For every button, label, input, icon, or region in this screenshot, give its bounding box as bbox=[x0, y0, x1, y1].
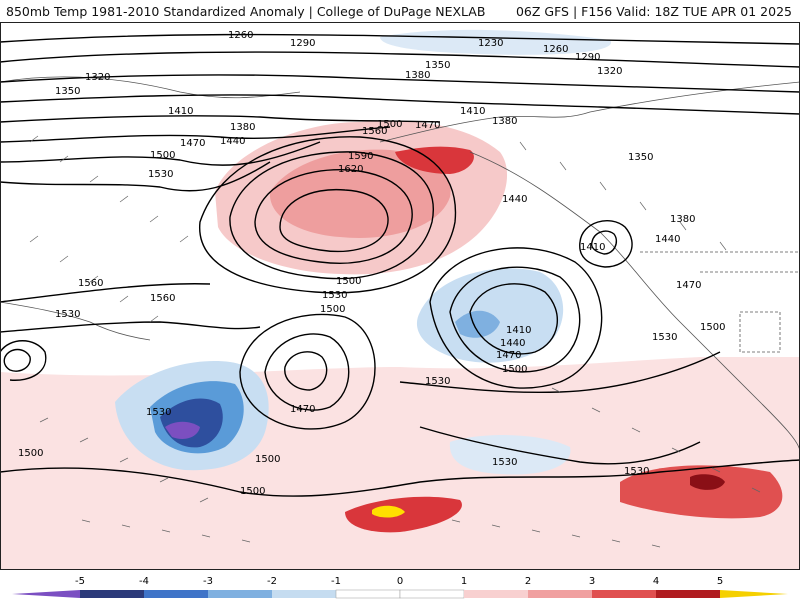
contour-label: 1560 bbox=[150, 293, 175, 304]
contour-label: 1470 bbox=[676, 280, 701, 291]
legend-swatch bbox=[12, 590, 80, 598]
contour-label: 1500 bbox=[240, 486, 265, 497]
map-title: 850mb Temp 1981-2010 Standardized Anomal… bbox=[6, 4, 486, 19]
contour-label: 1410 bbox=[580, 242, 605, 253]
contour-label: 1380 bbox=[230, 122, 255, 133]
legend-tick: -5 bbox=[75, 576, 85, 587]
cold-anomaly-west-darkest bbox=[165, 421, 200, 439]
contour-label: 1410 bbox=[460, 106, 485, 117]
legend-tick: -1 bbox=[331, 576, 341, 587]
legend-swatch bbox=[335, 589, 401, 599]
contour-label: 1530 bbox=[146, 407, 171, 418]
contour-label: 1290 bbox=[575, 52, 600, 63]
contour-label: 1500 bbox=[377, 119, 402, 130]
warm-anomaly-south-core bbox=[372, 505, 405, 518]
legend-swatch bbox=[464, 590, 528, 598]
wind-barbs bbox=[29, 135, 761, 548]
legend-tick: -3 bbox=[203, 576, 213, 587]
warm-anomaly-east bbox=[620, 465, 783, 519]
contour-label: 1470 bbox=[415, 120, 440, 131]
legend-tick-labels: -5 -4 -3 -2 -1 0 1 2 3 4 5 bbox=[75, 576, 723, 587]
model-run-info: 06Z GFS | F156 Valid: 18Z TUE APR 01 202… bbox=[515, 4, 792, 19]
contour-labels: 1260 1290 1230 1260 1290 1320 1350 1380 … bbox=[18, 30, 725, 497]
legend-color-bar bbox=[12, 589, 788, 599]
contour-label: 1410 bbox=[506, 325, 531, 336]
contour-label: 1440 bbox=[500, 338, 525, 349]
color-scale-legend: -5 -4 -3 -2 -1 0 1 2 3 4 5 bbox=[12, 576, 788, 599]
height-contours bbox=[0, 33, 800, 497]
legend-tick: 3 bbox=[589, 576, 595, 587]
coastlines bbox=[0, 76, 800, 453]
legend-swatch bbox=[399, 589, 465, 599]
legend-swatch bbox=[528, 590, 592, 598]
map-header: 850mb Temp 1981-2010 Standardized Anomal… bbox=[0, 0, 800, 22]
contour-label: 1500 bbox=[320, 304, 345, 315]
contour-label: 1530 bbox=[148, 169, 173, 180]
contour-label: 1470 bbox=[290, 404, 315, 415]
contour-label: 1380 bbox=[405, 70, 430, 81]
contour-label: 1560 bbox=[78, 278, 103, 289]
contour-label: 1380 bbox=[492, 116, 517, 127]
anomaly-shading bbox=[0, 29, 800, 570]
contour-label: 1500 bbox=[336, 276, 361, 287]
legend-tick: 0 bbox=[397, 576, 403, 587]
contour-label: 1500 bbox=[150, 150, 175, 161]
legend-swatch bbox=[720, 590, 788, 598]
contour-label: 1470 bbox=[496, 350, 521, 361]
contour-label: 1470 bbox=[180, 138, 205, 149]
contour-label: 1410 bbox=[168, 106, 193, 117]
contour-label: 1620 bbox=[338, 164, 363, 175]
legend-tick: 2 bbox=[525, 576, 531, 587]
legend-swatch bbox=[80, 590, 144, 598]
legend-swatch bbox=[208, 590, 272, 598]
contour-label: 1290 bbox=[290, 38, 315, 49]
contour-label: 1530 bbox=[55, 309, 80, 320]
warm-anomaly-coast bbox=[395, 146, 474, 174]
contour-label: 1350 bbox=[55, 86, 80, 97]
legend-tick: 4 bbox=[653, 576, 659, 587]
contour-label: 1500 bbox=[502, 364, 527, 375]
contour-label: 1530 bbox=[425, 376, 450, 387]
contour-label: 1500 bbox=[255, 454, 280, 465]
contour-label: 1230 bbox=[478, 38, 503, 49]
legend-swatch bbox=[272, 590, 336, 598]
contour-label: 1500 bbox=[18, 448, 43, 459]
contour-label: 1530 bbox=[652, 332, 677, 343]
contour-label: 1320 bbox=[597, 66, 622, 77]
contour-label: 1440 bbox=[502, 194, 527, 205]
contour-label: 1530 bbox=[624, 466, 649, 477]
anomaly-map: 1260 1290 1230 1260 1290 1320 1350 1380 … bbox=[0, 22, 800, 570]
legend-swatch bbox=[144, 590, 208, 598]
warm-anomaly-south bbox=[345, 496, 462, 533]
contour-label: 1500 bbox=[700, 322, 725, 333]
contour-label: 1590 bbox=[348, 151, 373, 162]
legend-tick: 5 bbox=[717, 576, 723, 587]
warm-anomaly-tropics bbox=[0, 357, 800, 570]
contour-label: 1320 bbox=[85, 72, 110, 83]
contour-label: 1350 bbox=[425, 60, 450, 71]
contour-label: 1350 bbox=[628, 152, 653, 163]
legend-swatch bbox=[656, 590, 720, 598]
contour-label: 1530 bbox=[492, 457, 517, 468]
cold-anomaly-east-core bbox=[455, 310, 500, 338]
contour-label: 1560 bbox=[362, 126, 387, 137]
contour-label: 1260 bbox=[228, 30, 253, 41]
contour-label: 1260 bbox=[543, 44, 568, 55]
contour-label: 1530 bbox=[322, 290, 347, 301]
warm-anomaly-east-core bbox=[690, 474, 725, 490]
cold-anomaly-tropic-east bbox=[449, 435, 571, 475]
contour-label: 1440 bbox=[655, 234, 680, 245]
legend-swatch bbox=[592, 590, 656, 598]
legend-tick: -2 bbox=[267, 576, 277, 587]
legend-tick: -4 bbox=[139, 576, 149, 587]
contour-label: 1380 bbox=[670, 214, 695, 225]
contour-label: 1440 bbox=[220, 136, 245, 147]
legend-tick: 1 bbox=[461, 576, 467, 587]
